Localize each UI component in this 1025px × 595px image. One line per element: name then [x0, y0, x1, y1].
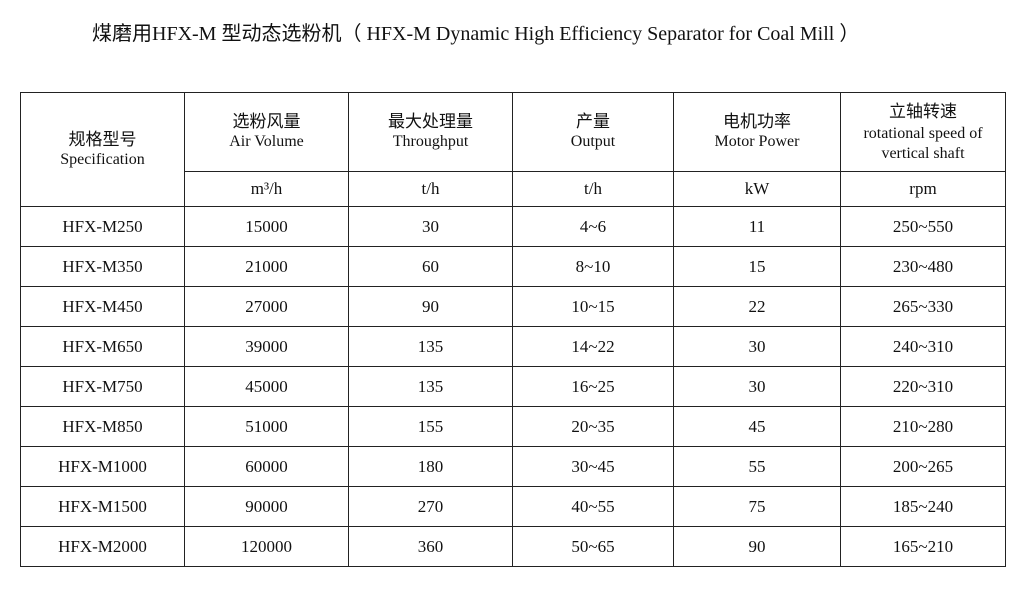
header-throughput: 最大处理量 Throughput [348, 92, 513, 172]
header-label-en: rotational speed of [863, 125, 983, 142]
table-row: HFX-M650 39000 135 14~22 30 240~310 [20, 326, 1006, 367]
table-row: HFX-M1000 60000 180 30~45 55 200~265 [20, 446, 1006, 487]
cell-spec: HFX-M1500 [20, 486, 185, 527]
cell-motor-power: 75 [673, 486, 841, 527]
cell-air-volume: 27000 [184, 286, 349, 327]
cell-motor-power: 15 [673, 246, 841, 287]
cell-rotational-speed: 230~480 [840, 246, 1006, 287]
cell-spec: HFX-M250 [20, 206, 185, 247]
cell-throughput: 135 [348, 326, 513, 367]
unit-cell: m³/h [184, 171, 349, 207]
cell-rotational-speed: 185~240 [840, 486, 1006, 527]
cell-motor-power: 30 [673, 366, 841, 407]
cell-output: 20~35 [512, 406, 674, 447]
cell-throughput: 180 [348, 446, 513, 487]
cell-motor-power: 45 [673, 406, 841, 447]
cell-output: 4~6 [512, 206, 674, 247]
cell-spec: HFX-M850 [20, 406, 185, 447]
cell-air-volume: 60000 [184, 446, 349, 487]
cell-output: 50~65 [512, 526, 674, 567]
header-rotational-speed: 立轴转速 rotational speed of vertical shaft [840, 92, 1006, 172]
cell-rotational-speed: 200~265 [840, 446, 1006, 487]
cell-spec: HFX-M2000 [20, 526, 185, 567]
cell-motor-power: 30 [673, 326, 841, 367]
cell-throughput: 270 [348, 486, 513, 527]
unit-cell: t/h [348, 171, 513, 207]
cell-spec: HFX-M450 [20, 286, 185, 327]
table-row: HFX-M450 27000 90 10~15 22 265~330 [20, 286, 1006, 327]
unit-cell: t/h [512, 171, 674, 207]
cell-throughput: 60 [348, 246, 513, 287]
cell-output: 30~45 [512, 446, 674, 487]
cell-throughput: 135 [348, 366, 513, 407]
unit-cell: rpm [840, 171, 1006, 207]
cell-spec: HFX-M750 [20, 366, 185, 407]
page-title: 煤磨用HFX-M 型动态选粉机（ HFX-M Dynamic High Effi… [92, 23, 860, 45]
table-row: HFX-M2000 120000 360 50~65 90 165~210 [20, 526, 1006, 567]
spec-table: 规格型号 Specification 选粉风量 Air Volume 最大处理量… [20, 92, 1006, 567]
cell-motor-power: 11 [673, 206, 841, 247]
cell-spec: HFX-M1000 [20, 446, 185, 487]
header-label-en: Motor Power [714, 133, 800, 150]
cell-rotational-speed: 265~330 [840, 286, 1006, 327]
cell-spec: HFX-M650 [20, 326, 185, 367]
cell-rotational-speed: 165~210 [840, 526, 1006, 567]
header-label-en: Specification [60, 150, 145, 168]
cell-rotational-speed: 210~280 [840, 406, 1006, 447]
header-label-en: Throughput [392, 133, 469, 150]
cell-output: 16~25 [512, 366, 674, 407]
header-label-cn: 电机功率 [723, 112, 791, 131]
cell-air-volume: 45000 [184, 366, 349, 407]
header-label-en: Output [570, 133, 616, 150]
table-row: HFX-M350 21000 60 8~10 15 230~480 [20, 246, 1006, 287]
unit-row: m³/h t/h t/h kW rpm [21, 171, 1006, 207]
cell-output: 40~55 [512, 486, 674, 527]
cell-air-volume: 39000 [184, 326, 349, 367]
header-label-cn: 立轴转速 [889, 102, 957, 121]
cell-air-volume: 21000 [184, 246, 349, 287]
cell-motor-power: 22 [673, 286, 841, 327]
table-row: HFX-M850 51000 155 20~35 45 210~280 [20, 406, 1006, 447]
table-body: HFX-M250 15000 30 4~6 11 250~550 HFX-M350 21000… [20, 206, 1006, 567]
cell-rotational-speed: 220~310 [840, 366, 1006, 407]
cell-air-volume: 120000 [184, 526, 349, 567]
cell-output: 10~15 [512, 286, 674, 327]
cell-spec: HFX-M350 [20, 246, 185, 287]
header-label-cn: 选粉风量 [232, 112, 301, 131]
cell-rotational-speed: 240~310 [840, 326, 1006, 367]
header-label-en: Air Volume [229, 133, 304, 150]
header-air-volume: 选粉风量 Air Volume [184, 92, 349, 172]
cell-motor-power: 90 [673, 526, 841, 567]
header-motor-power: 电机功率 Motor Power [673, 92, 841, 172]
header-output: 产量 Output [512, 92, 674, 172]
unit-cell: kW [673, 171, 841, 207]
cell-throughput: 30 [348, 206, 513, 247]
cell-air-volume: 15000 [184, 206, 349, 247]
cell-output: 14~22 [512, 326, 674, 367]
header-label-cn: 产量 [576, 112, 610, 131]
cell-rotational-speed: 250~550 [840, 206, 1006, 247]
header-label-en-2: vertical shaft [881, 145, 965, 162]
header-label-cn: 规格型号 [68, 129, 137, 149]
cell-air-volume: 51000 [184, 406, 349, 447]
header-row: 规格型号 Specification 选粉风量 Air Volume 最大处理量… [20, 92, 1006, 207]
table-row: HFX-M750 45000 135 16~25 30 220~310 [20, 366, 1006, 407]
cell-throughput: 360 [348, 526, 513, 567]
header-label-cn: 最大处理量 [388, 112, 473, 131]
header-specification: 规格型号 Specification [20, 92, 185, 207]
cell-motor-power: 55 [673, 446, 841, 487]
table-row: HFX-M1500 90000 270 40~55 75 185~240 [20, 486, 1006, 527]
cell-air-volume: 90000 [184, 486, 349, 527]
cell-throughput: 90 [348, 286, 513, 327]
table-row: HFX-M250 15000 30 4~6 11 250~550 [20, 206, 1006, 247]
cell-output: 8~10 [512, 246, 674, 287]
cell-throughput: 155 [348, 406, 513, 447]
